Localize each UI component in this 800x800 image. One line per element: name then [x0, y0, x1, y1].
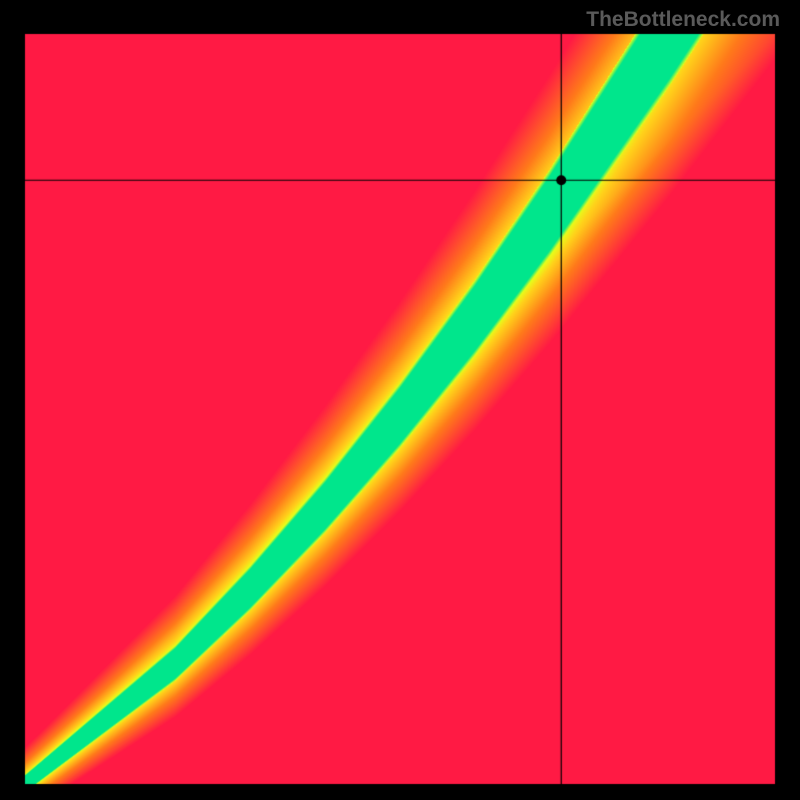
- heatmap-canvas: [0, 0, 800, 800]
- chart-container: TheBottleneck.com: [0, 0, 800, 800]
- watermark-label: TheBottleneck.com: [586, 8, 780, 32]
